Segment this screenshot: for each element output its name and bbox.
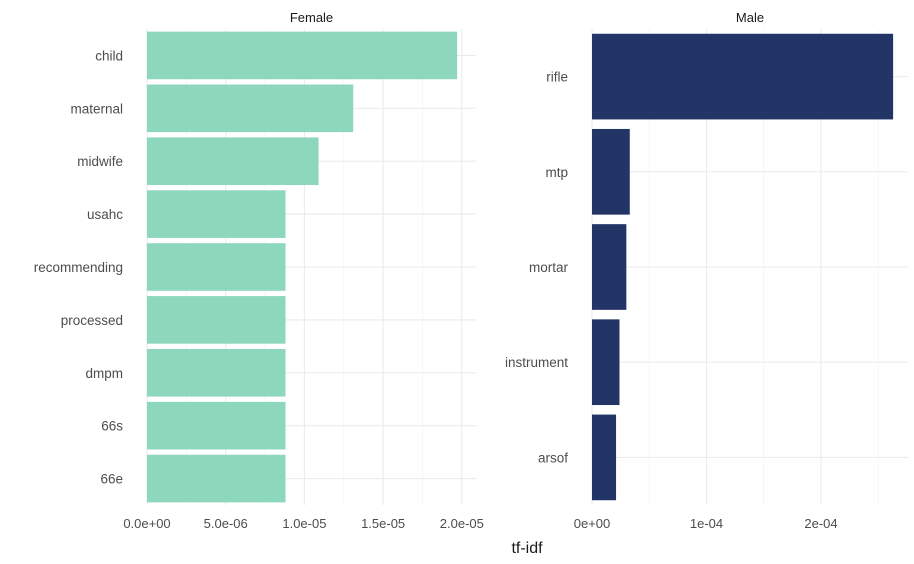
x-tick-label: 1e-04	[690, 516, 723, 531]
category-label: 66e	[100, 472, 123, 487]
category-label: mtp	[545, 165, 568, 180]
category-label: mortar	[529, 260, 569, 275]
bar-male-instrument	[592, 319, 620, 406]
category-label: dmpm	[85, 366, 123, 381]
category-label: processed	[61, 313, 123, 328]
x-tick-label: 1.0e-05	[282, 516, 326, 531]
bar-male-mortar	[592, 224, 627, 310]
x-tick-label: 0.0e+00	[123, 516, 170, 531]
bar-male-rifle	[592, 33, 894, 120]
bar-female-usahc	[147, 190, 286, 238]
bar-female-recommending	[147, 243, 286, 291]
category-label: child	[95, 48, 123, 63]
category-label: 66s	[101, 419, 123, 434]
category-label: instrument	[505, 355, 568, 370]
x-tick-label: 1.5e-05	[361, 516, 405, 531]
bar-female-66s	[147, 401, 286, 450]
category-label: maternal	[70, 101, 123, 116]
bar-female-child	[147, 31, 458, 80]
x-tick-label: 2.0e-05	[440, 516, 484, 531]
facet-strip-male: Male	[736, 10, 764, 25]
bar-female-midwife	[147, 137, 319, 186]
category-label: arsof	[538, 450, 568, 465]
bar-female-processed	[147, 296, 286, 344]
category-label: recommending	[34, 260, 123, 275]
category-label: rifle	[546, 70, 568, 85]
category-label: usahc	[87, 207, 123, 222]
category-label: midwife	[77, 154, 123, 169]
bar-female-dmpm	[147, 348, 286, 397]
bar-female-maternal	[147, 84, 354, 133]
bar-female-66e	[147, 454, 286, 503]
x-tick-label: 2e-04	[804, 516, 837, 531]
bar-male-arsof	[592, 414, 617, 501]
facet-strip-female: Female	[290, 10, 333, 25]
x-tick-label: 0e+00	[574, 516, 611, 531]
bar-male-mtp	[592, 128, 630, 215]
x-axis-title: tf-idf	[511, 540, 543, 557]
x-tick-label: 5.0e-06	[204, 516, 248, 531]
